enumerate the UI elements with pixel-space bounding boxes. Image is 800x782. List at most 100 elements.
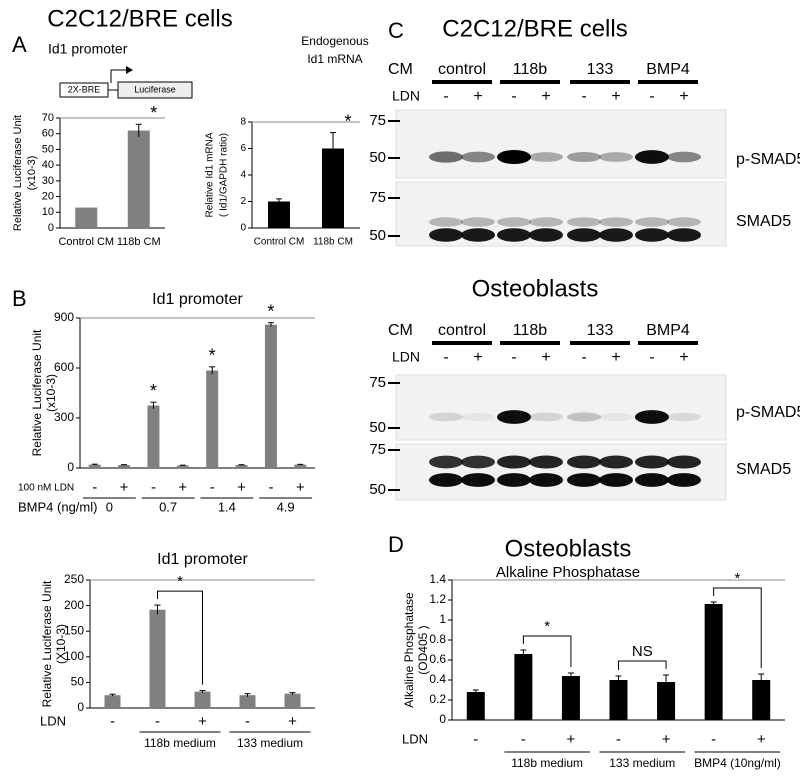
mw-marker: 50 — [369, 419, 386, 436]
blot-band — [429, 228, 463, 242]
group-label: BMP4 — [646, 61, 690, 78]
bar — [561, 676, 580, 720]
blot-band — [599, 217, 633, 227]
x-tick-label: - — [711, 731, 716, 748]
group-label: 118b — [513, 61, 548, 78]
blot-band — [497, 150, 531, 164]
x-tick-label: - — [268, 479, 273, 496]
y-tick-label: 0.8 — [429, 632, 446, 646]
y-axis-label: (x10-3) — [44, 374, 58, 412]
row-label: CM — [388, 61, 413, 78]
blot-membrane — [395, 374, 727, 441]
bar — [127, 130, 150, 228]
group-bar — [500, 341, 560, 345]
panel-label: D — [388, 532, 404, 557]
mrna-title: Endogenous — [301, 34, 368, 48]
x-tick-label: - — [473, 731, 478, 748]
blot-band — [635, 150, 669, 164]
blot-band — [429, 473, 463, 487]
mw-marker: 50 — [369, 149, 386, 166]
blot-band — [667, 228, 701, 242]
blot-band — [599, 455, 633, 469]
lane-label: + — [611, 349, 620, 366]
x-tick-label: - — [92, 479, 97, 496]
blot-band — [635, 473, 669, 487]
blot-band — [461, 473, 495, 487]
luciferase-box — [117, 81, 193, 99]
panel-subtitle: Alkaline Phosphatase — [496, 564, 640, 581]
group-bar — [638, 80, 698, 84]
blot-band — [461, 412, 495, 422]
blot-band — [461, 455, 495, 469]
bar — [75, 207, 98, 228]
group-label: BMP4 — [646, 322, 690, 339]
lane-label: + — [679, 349, 688, 366]
group-label: 4.9 — [277, 499, 295, 514]
lane-label: - — [443, 88, 448, 105]
x-tick-label: + — [237, 479, 246, 496]
y-axis-label: (X10-3) — [54, 624, 68, 664]
significance: * — [267, 301, 274, 321]
y-tick-label: 100 — [64, 649, 84, 663]
blot-band — [599, 473, 633, 487]
row-label: LDN — [402, 731, 428, 746]
bracket — [618, 660, 667, 670]
x-tick-label: - — [616, 731, 621, 748]
significance: * — [209, 346, 216, 366]
blot-band — [567, 412, 601, 422]
blot-band — [497, 455, 531, 469]
y-axis-label: (OD405 ) — [416, 625, 430, 674]
group-label: 0.7 — [159, 499, 177, 514]
bar — [322, 148, 344, 228]
chart-title: Id1 promoter — [152, 291, 243, 308]
blot-band — [667, 151, 701, 163]
lane-label: + — [473, 349, 482, 366]
y-tick-label: 0.4 — [429, 672, 446, 686]
bracket — [522, 635, 572, 667]
mw-marker: 75 — [369, 112, 386, 129]
blot-band — [429, 217, 463, 227]
y-tick-label: 60 — [42, 128, 54, 140]
x-tick-label: Control CM — [58, 236, 114, 248]
blot-band — [635, 217, 669, 227]
blot-band — [567, 455, 601, 469]
row-label: CM — [388, 322, 413, 339]
lane-label: - — [511, 88, 516, 105]
blot-band — [429, 412, 463, 422]
box-label: Luciferase — [134, 84, 176, 94]
panel-label: B — [12, 286, 27, 311]
significance: * — [150, 103, 157, 123]
blot-band — [529, 152, 563, 162]
x-tick-label: - — [155, 713, 160, 730]
x-tick-label: - — [151, 479, 156, 496]
y-tick-label: 1.4 — [429, 572, 446, 586]
blot-band — [635, 455, 669, 469]
lane-label: + — [541, 349, 550, 366]
y-tick-label: 0 — [67, 460, 74, 474]
y-axis-label: Alkaline Phosphatase — [402, 592, 416, 708]
blot-band — [567, 228, 601, 242]
y-tick-label: 70 — [42, 112, 54, 124]
bar — [118, 465, 131, 468]
x-tick-label: 118b CM — [313, 237, 353, 248]
blot-membrane — [395, 443, 727, 501]
blot-band — [529, 228, 563, 242]
x-tick-label: - — [245, 713, 250, 730]
bar — [194, 691, 211, 708]
y-tick-label: 20 — [42, 190, 54, 202]
group-label: BMP4 (10ng/ml) — [694, 756, 781, 770]
group-label: 133 medium — [237, 736, 303, 750]
bar — [514, 654, 533, 720]
y-axis-label: Relative Luciferase Unit — [12, 115, 24, 231]
group-label: 133 — [587, 322, 614, 339]
lane-label: - — [581, 88, 586, 105]
group-label: control — [438, 61, 486, 78]
blot-band — [429, 151, 463, 163]
blot-band — [529, 473, 563, 487]
y-tick-label: 150 — [64, 623, 84, 637]
y-tick-label: 300 — [54, 410, 74, 424]
y-tick-label: 0 — [48, 222, 54, 234]
x-tick-label: + — [296, 479, 305, 496]
row-label: LDN — [392, 88, 420, 104]
